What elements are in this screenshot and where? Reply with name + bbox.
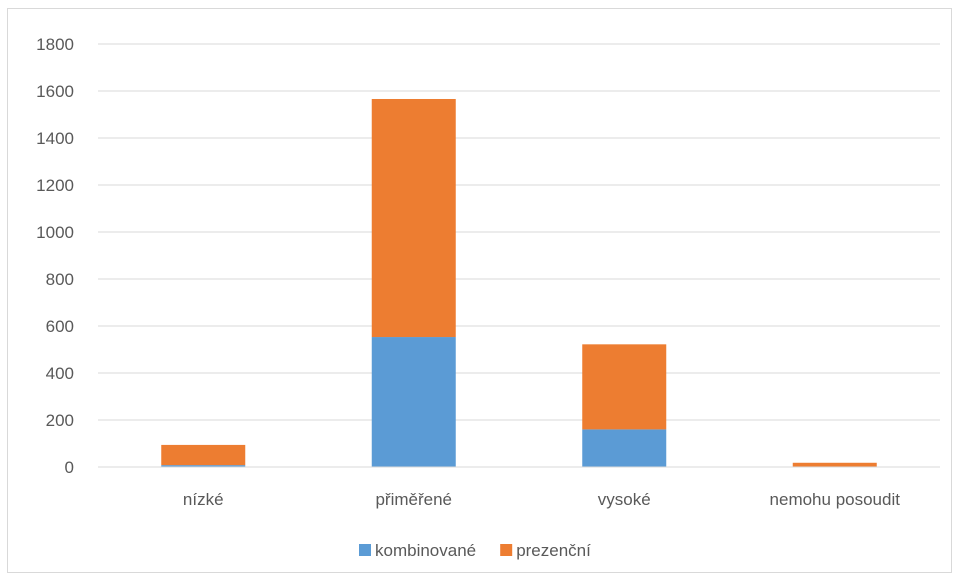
y-tick-label: 1000: [36, 223, 74, 242]
bar-kombinované-přiměřené: [371, 337, 456, 467]
x-tick-label: nízké: [183, 490, 224, 509]
y-tick-label: 1600: [36, 82, 74, 101]
y-tick-label: 0: [65, 458, 74, 477]
chart-frame: [7, 8, 952, 573]
y-tick-label: 800: [46, 270, 74, 289]
bars: [161, 98, 877, 467]
y-tick-label: 600: [46, 317, 74, 336]
y-tick-label: 1400: [36, 129, 74, 148]
x-tick-label: přiměřené: [375, 490, 452, 509]
bar-prezenční-nemohu posoudit: [792, 462, 877, 467]
y-tick-label: 1200: [36, 176, 74, 195]
axes: 0 200 400 600 800 1000 1200 1400 1600 1800 nízké př…: [36, 35, 940, 509]
legend-swatch-prezenční: [500, 544, 513, 556]
bar-prezenční-přiměřené: [371, 98, 456, 338]
gridlines: [98, 43, 940, 421]
bar-kombinované-vysoké: [582, 429, 667, 467]
legend-label: kombinované: [375, 541, 476, 560]
y-tick-label: 400: [46, 364, 74, 383]
bar-prezenční-nízké: [161, 444, 246, 466]
x-tick-label: nemohu posoudit: [770, 490, 901, 509]
legend-swatch-kombinované: [359, 544, 371, 556]
y-tick-label: 200: [46, 411, 74, 430]
legend-label: prezenční: [516, 541, 591, 560]
bar-kombinované-nízké: [161, 465, 246, 467]
x-tick-label: vysoké: [598, 490, 651, 509]
legend: kombinované prezenční: [359, 541, 591, 560]
y-tick-label: 1800: [36, 35, 74, 54]
bar-prezenční-vysoké: [582, 344, 667, 430]
